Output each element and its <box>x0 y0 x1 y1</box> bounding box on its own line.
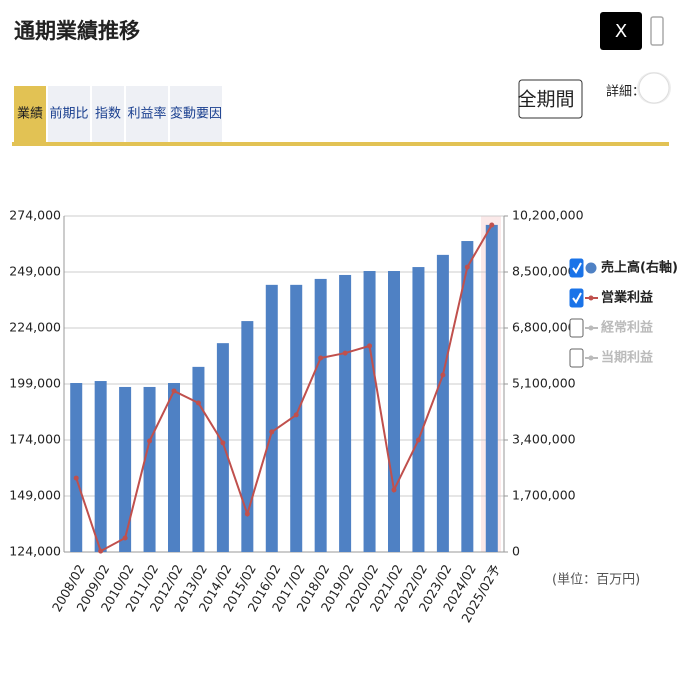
y-tick-label: 224,000 <box>9 320 61 335</box>
legend-label[interactable]: 営業利益 <box>601 290 653 306</box>
tab-label[interactable]: 変動要因 <box>170 106 222 122</box>
line-point <box>195 400 201 406</box>
bar <box>216 343 229 552</box>
y-tick-label: 124,000 <box>9 544 61 559</box>
page-title: 通期業績推移 <box>14 19 140 43</box>
bar <box>119 386 132 552</box>
bar <box>265 284 278 552</box>
bar <box>94 381 107 552</box>
bar <box>70 383 83 552</box>
period-label[interactable]: 全期間 <box>517 89 574 111</box>
line-point <box>464 264 470 270</box>
legend-symbol <box>588 325 594 331</box>
line-point <box>220 440 226 446</box>
check <box>572 262 582 274</box>
line-point <box>269 429 275 435</box>
legend-symbol <box>585 262 597 274</box>
detail-label: 詳細： <box>606 84 645 100</box>
toggle-knob[interactable] <box>638 72 670 104</box>
legend-checkbox[interactable] <box>569 288 584 308</box>
tab[interactable] <box>170 86 222 142</box>
bar <box>436 254 449 552</box>
share-x[interactable] <box>600 12 642 50</box>
bar <box>485 224 498 553</box>
line-point <box>293 412 299 418</box>
tab-label[interactable]: 利益率 <box>127 106 166 122</box>
copy-icon[interactable] <box>650 16 664 46</box>
line-point <box>342 350 348 356</box>
line-point <box>367 343 373 349</box>
legend-label[interactable]: 売上高(右軸) <box>601 260 678 276</box>
line <box>75 224 493 553</box>
bar <box>314 278 327 552</box>
y2-tick-label: 1,700,000 <box>512 488 576 503</box>
bar <box>363 271 376 552</box>
legend-label[interactable]: 当期利益 <box>601 350 653 366</box>
line-point <box>171 388 177 394</box>
line-point <box>415 437 421 443</box>
legend-checkbox[interactable] <box>569 348 584 368</box>
bar <box>192 366 205 552</box>
line-point <box>98 548 104 554</box>
y-tick-label: 174,000 <box>9 432 61 447</box>
unit-note: (単位：百万円) <box>552 572 640 588</box>
line-point <box>318 355 324 361</box>
period-select[interactable] <box>518 79 583 119</box>
legend-label[interactable]: 経常利益 <box>601 320 653 336</box>
y2-tick-label: 8,500,000 <box>512 264 576 279</box>
legend-symbol <box>588 355 594 361</box>
tab-label[interactable]: 前期比 <box>49 106 88 122</box>
tab-label[interactable]: 指数 <box>95 107 121 122</box>
y2-tick-label: 10,200,000 <box>512 208 584 223</box>
bar <box>412 267 425 552</box>
y-tick-label: 149,000 <box>9 488 61 503</box>
y2-tick-label: 0 <box>512 544 520 559</box>
legend-checkbox[interactable] <box>569 318 584 338</box>
share-x-label[interactable]: X <box>615 21 627 42</box>
check <box>572 292 582 304</box>
line-point <box>391 487 397 493</box>
legend-checkbox[interactable] <box>569 258 584 278</box>
line-point <box>147 438 153 444</box>
tab-bar <box>12 142 669 146</box>
bar <box>241 321 254 552</box>
bar <box>143 386 156 552</box>
tab-label[interactable]: 業績 <box>17 106 43 122</box>
bar <box>290 284 303 552</box>
line-point <box>489 222 495 228</box>
y2-tick-label: 3,400,000 <box>512 432 576 447</box>
y-tick-label: 249,000 <box>9 264 61 279</box>
tab[interactable] <box>48 86 90 142</box>
legend-symbol <box>588 295 594 301</box>
y-tick-label: 274,000 <box>9 208 61 223</box>
bar <box>388 271 400 552</box>
bar <box>168 383 180 552</box>
bar <box>339 274 352 552</box>
line-point <box>122 535 128 541</box>
bar <box>461 241 474 553</box>
tab[interactable] <box>14 86 46 142</box>
tab[interactable] <box>126 86 168 142</box>
y-tick-label: 199,000 <box>9 376 61 391</box>
y2-tick-label: 6,800,000 <box>512 320 576 335</box>
tab[interactable] <box>92 86 124 142</box>
line-point <box>440 372 446 378</box>
line-point <box>73 475 79 481</box>
line-point <box>244 511 250 517</box>
y2-tick-label: 5,100,000 <box>512 376 576 391</box>
